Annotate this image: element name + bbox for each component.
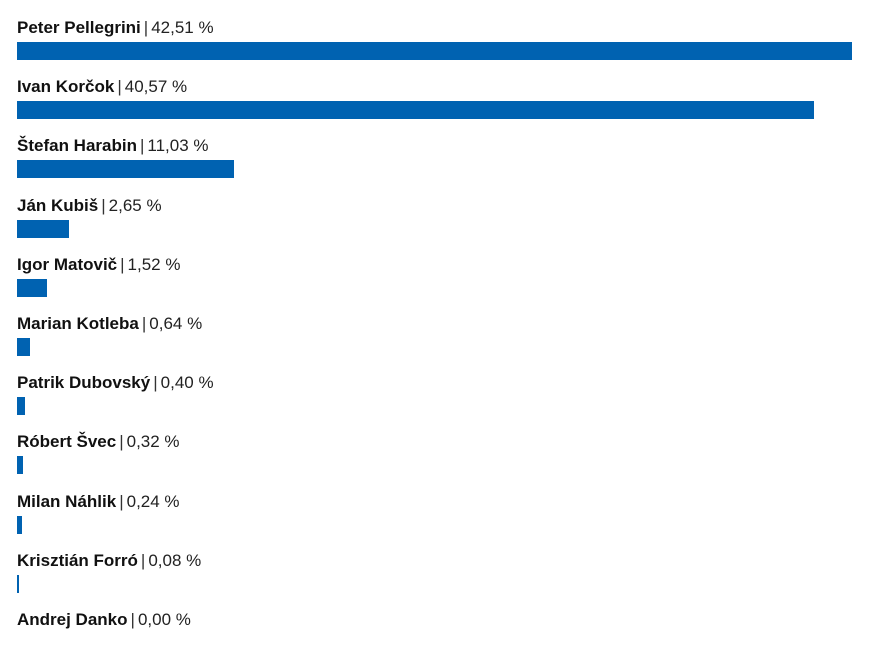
bar xyxy=(17,515,22,534)
bar xyxy=(17,456,24,475)
label-separator: | xyxy=(120,254,125,274)
data-label: 0,00 % xyxy=(137,610,191,629)
bar-label: Peter Pellegrini | 42,51 % xyxy=(17,18,214,38)
bar-label: Patrik Dubovský | 0,40 % xyxy=(17,373,214,393)
candidate-name: Igor Matovič xyxy=(17,254,118,274)
candidate-name: Marian Kotleba xyxy=(17,314,139,333)
candidate-name: Andrej Danko xyxy=(17,610,128,629)
bar-row: Štefan Harabin | 11,03 % xyxy=(17,136,857,186)
bar-row: Andrej Danko | 0,00 % xyxy=(17,610,857,660)
label-separator: | xyxy=(143,18,149,37)
bar xyxy=(17,397,25,416)
label-separator: | xyxy=(101,195,106,215)
bar xyxy=(17,101,814,120)
bar-row: Róbert Švec | 0,32 % xyxy=(17,432,857,482)
bar-row: Ján Kubiš | 2,65 % xyxy=(17,196,857,246)
bar xyxy=(17,160,234,179)
data-label: 40,57 % xyxy=(124,77,188,97)
bar-label: Marian Kotleba | 0,64 % xyxy=(17,314,202,334)
bar-label: Ján Kubiš | 2,65 % xyxy=(17,196,162,216)
bar xyxy=(17,219,70,238)
bar-label: Róbert Švec | 0,32 % xyxy=(17,432,180,452)
bar-row: Marian Kotleba | 0,64 % xyxy=(17,314,857,364)
bar-row: Patrik Dubovský | 0,40 % xyxy=(17,373,857,423)
bar-row: Ivan Korčok | 40,57 % xyxy=(17,77,857,127)
bar-row: Peter Pellegrini | 42,51 % xyxy=(17,18,857,68)
candidate-name: Peter Pellegrini xyxy=(17,18,141,37)
label-separator: | xyxy=(140,550,146,570)
bar-label: Ivan Korčok | 40,57 % xyxy=(17,77,187,97)
data-label: 2,65 % xyxy=(108,195,162,215)
bar xyxy=(17,338,30,356)
label-separator: | xyxy=(117,77,122,97)
candidate-name: Ján Kubiš xyxy=(17,195,99,215)
bar-label: Igor Matovič | 1,52 % xyxy=(17,255,180,275)
data-label: 0,40 % xyxy=(160,373,214,393)
bar-label: Štefan Harabin | 11,03 % xyxy=(17,136,209,156)
bar xyxy=(17,42,852,60)
candidate-name: Krisztián Forró xyxy=(17,550,138,570)
label-separator: | xyxy=(139,136,145,156)
candidate-name: Róbert Švec xyxy=(17,432,117,452)
bar-label: Milan Náhlik | 0,24 % xyxy=(17,492,180,512)
data-label: 1,52 % xyxy=(127,254,181,274)
bar-label: Krisztián Forró | 0,08 % xyxy=(17,551,201,571)
candidate-name: Ivan Korčok xyxy=(17,77,115,97)
data-label: 0,32 % xyxy=(126,432,180,452)
bar xyxy=(17,574,19,593)
label-separator: | xyxy=(153,373,158,393)
bar-row: Milan Náhlik | 0,24 % xyxy=(17,492,857,542)
data-label: 42,51 % xyxy=(151,18,214,37)
data-label: 0,64 % xyxy=(149,314,203,333)
bar-row: Krisztián Forró | 0,08 % xyxy=(17,551,857,601)
data-label: 11,03 % xyxy=(147,136,209,156)
candidate-name: Štefan Harabin xyxy=(17,136,137,156)
bar-label: Andrej Danko | 0,00 % xyxy=(17,610,191,630)
label-separator: | xyxy=(119,491,124,511)
data-label: 0,24 % xyxy=(126,491,180,511)
candidate-name: Milan Náhlik xyxy=(17,491,117,511)
label-separator: | xyxy=(141,314,147,333)
label-separator: | xyxy=(119,432,124,452)
data-label: 0,08 % xyxy=(148,550,202,570)
bar-row: Igor Matovič | 1,52 % xyxy=(17,255,857,305)
bar xyxy=(17,278,47,297)
candidate-name: Patrik Dubovský xyxy=(17,373,151,393)
label-separator: | xyxy=(130,610,135,629)
